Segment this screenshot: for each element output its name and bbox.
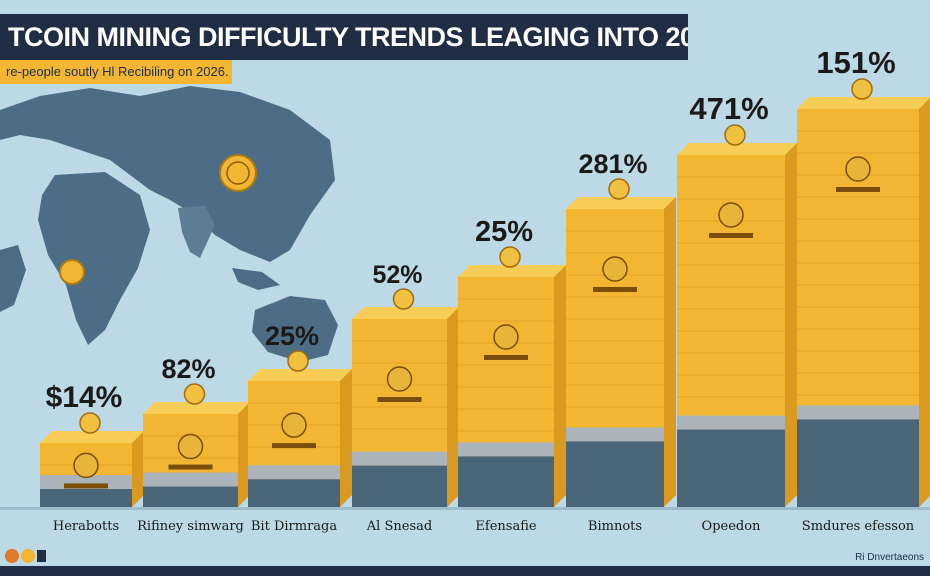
bar-top-face — [458, 265, 566, 277]
bar-divider — [352, 451, 447, 466]
data-label: 281% — [578, 149, 647, 179]
bar-divider — [248, 465, 340, 480]
coin-icon — [183, 383, 206, 405]
bar-top-face — [248, 369, 352, 381]
coin-icon — [724, 124, 746, 146]
bar-base — [143, 486, 238, 507]
miner-caption-icon — [168, 464, 213, 470]
miner-icon — [73, 452, 99, 479]
miner-icon — [281, 412, 307, 438]
coin-icon — [608, 178, 630, 200]
coin-icon — [79, 412, 101, 434]
coin-icon — [287, 350, 309, 372]
chart-baseline — [0, 507, 930, 510]
bar-base — [248, 479, 340, 507]
world-map — [0, 86, 338, 362]
coin-icon — [499, 246, 521, 268]
miner-caption-icon — [377, 397, 422, 402]
bar-divider — [40, 475, 132, 489]
bars-layer: $14% Herabotts 82% Rifiney simwarg 25% Bit Di… — [0, 45, 930, 534]
data-label: $14% — [46, 381, 123, 414]
data-label: 52% — [372, 261, 422, 289]
bar-divider — [797, 405, 919, 420]
data-label: 82% — [161, 354, 215, 384]
miner-icon — [718, 202, 744, 228]
map-australia — [252, 296, 338, 362]
bar-group: 281% Bimnots — [566, 149, 676, 534]
bar-side-face — [238, 402, 250, 507]
source-note: Ri Dnvertaeons — [855, 552, 924, 563]
coin-icon — [392, 288, 415, 310]
map-india — [178, 206, 215, 258]
category-label: Efensafie — [475, 519, 536, 534]
category-label: Al Snesad — [366, 519, 432, 534]
bar-side-face — [340, 369, 352, 507]
map-japan — [296, 150, 312, 190]
chart-title: TCOIN MINING DIFFICULTY TRENDS LEAGING I… — [0, 14, 688, 60]
bar-base — [797, 419, 919, 507]
miner-icon — [602, 256, 628, 282]
bar-divider — [566, 427, 664, 442]
bar-divider — [143, 472, 238, 487]
bar-side-face — [554, 265, 566, 507]
bar-base — [40, 489, 132, 507]
bar-group: 82% Rifiney simwarg — [137, 354, 250, 534]
category-label: Herabotts — [53, 519, 119, 534]
bar-divider — [677, 415, 785, 430]
corner-logo-icon — [5, 549, 46, 563]
bar-group: 25% Bit Dirmraga — [248, 321, 352, 534]
bar-side-face — [919, 98, 930, 507]
bar-group: 52% Al Snesad — [352, 261, 459, 534]
miner-caption-icon — [593, 287, 637, 292]
bar-group: $14% Herabotts — [40, 381, 144, 534]
bar-top-face — [40, 431, 144, 443]
bar-top-face — [797, 97, 930, 109]
miner-icon — [845, 156, 871, 182]
bar-side-face — [664, 197, 676, 507]
map-africa — [38, 172, 150, 345]
bar-top-face — [677, 143, 797, 155]
bar-top-face — [566, 197, 676, 209]
bar-base — [677, 429, 785, 507]
bar-top-face — [143, 402, 250, 414]
bar-base — [566, 441, 664, 507]
category-label: Bit Dirmraga — [251, 519, 337, 534]
data-label: 25% — [475, 216, 533, 248]
data-label: 471% — [689, 91, 768, 126]
miner-caption-icon — [272, 443, 316, 449]
bar-group: 151% Smdures efesson — [797, 45, 930, 534]
bar-group: 471% Opeedon — [677, 91, 797, 534]
data-label: 25% — [265, 321, 319, 351]
miner-caption-icon — [64, 483, 108, 489]
bar-side-face — [447, 307, 459, 507]
miner-caption-icon — [836, 187, 880, 192]
bar-base — [352, 465, 447, 507]
bar-group: 25% Efensafie — [458, 216, 566, 534]
miner-caption-icon — [484, 355, 528, 360]
map-indonesia — [232, 268, 280, 290]
footer-strip — [0, 566, 930, 576]
chart-subtitle: re-people soutly Hl Recibiling on 2026. — [0, 60, 232, 84]
category-label: Opeedon — [702, 519, 762, 534]
map-americas-edge — [0, 245, 26, 312]
miner-caption-icon — [709, 233, 753, 238]
miner-icon — [177, 433, 204, 460]
bar-base — [458, 456, 554, 507]
map-coin-icon — [59, 154, 257, 285]
category-label: Rifiney simwarg — [137, 519, 244, 534]
bar-side-face — [785, 143, 797, 507]
bar-top-face — [352, 307, 459, 319]
map-europe-asia — [0, 86, 335, 262]
category-label: Bimnots — [588, 519, 642, 534]
data-label: 151% — [816, 45, 895, 80]
bar-divider — [458, 442, 554, 457]
miner-icon — [493, 324, 519, 350]
bar-side-face — [132, 431, 144, 507]
miner-icon — [386, 366, 413, 392]
category-label: Smdures efesson — [802, 519, 915, 534]
coin-icon — [851, 78, 873, 100]
